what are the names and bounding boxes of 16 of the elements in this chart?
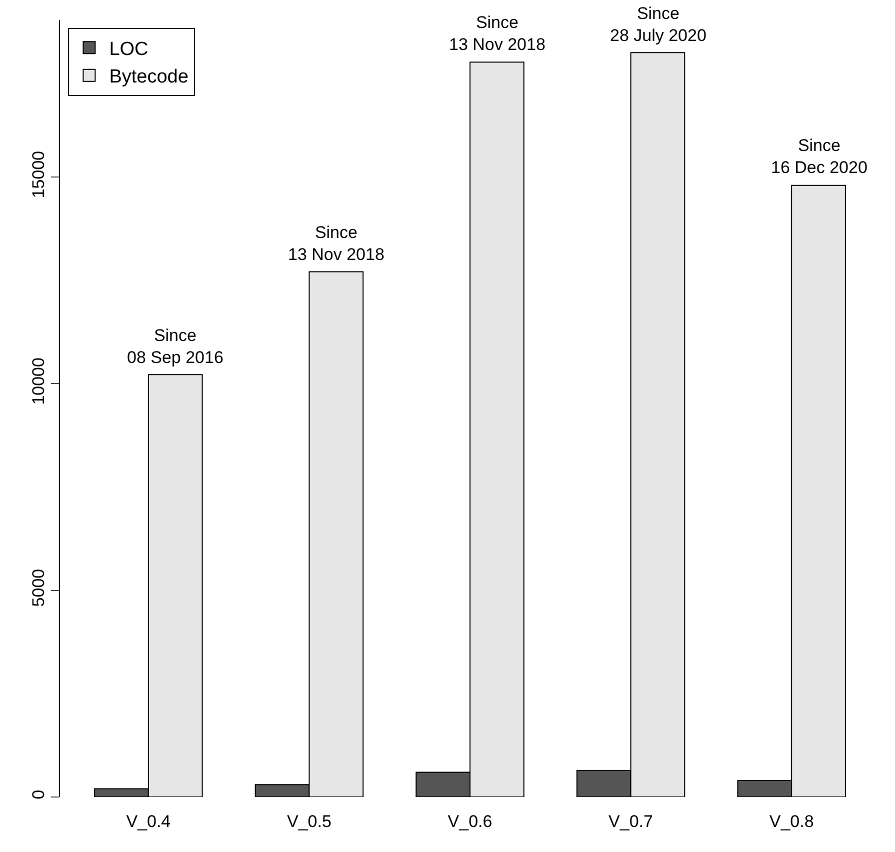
x-tick-label: V_0.6 [448, 812, 492, 831]
annotation: Since 13 Nov 2018 [288, 223, 384, 264]
y-tick-label: 5000 [29, 568, 48, 607]
x-tick-label: V_0.7 [608, 812, 653, 831]
annotation: Since 08 Sep 2016 [127, 326, 224, 368]
y-tick-label: 15000 [29, 150, 48, 198]
legend-label: LOC [109, 39, 148, 60]
annotation: Since 28 July 2020 [610, 4, 706, 46]
x-tick-label: V_0.5 [287, 812, 332, 831]
y-tick-label: 10000 [29, 358, 48, 405]
annotation: Since 13 Nov 2018 [449, 13, 546, 54]
x-tick-label: V_0.4 [126, 812, 171, 831]
x-tick-label: V_0.8 [769, 812, 814, 831]
legend-label: Bytecode [109, 66, 188, 88]
y-tick-label: 0 [29, 790, 48, 800]
annotation: Since 16 Dec 2020 [771, 136, 868, 178]
